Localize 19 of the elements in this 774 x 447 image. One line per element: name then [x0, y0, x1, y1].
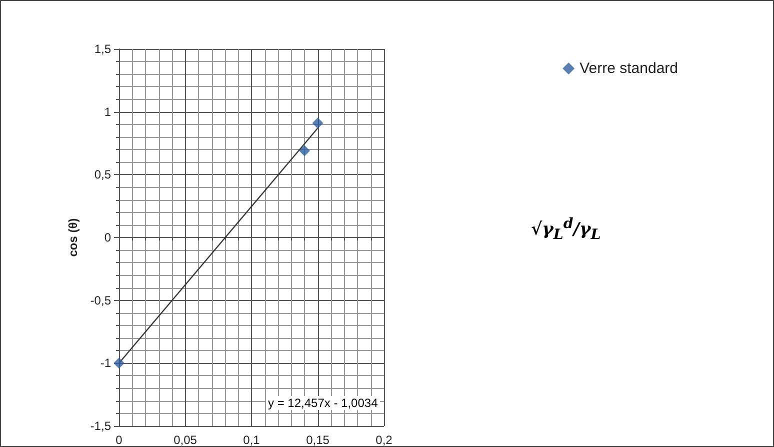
legend-label: Verre standard — [580, 60, 678, 77]
x-tick-label: 0,15 — [306, 433, 330, 447]
point — [312, 118, 324, 129]
x-tick-label: 0 — [116, 433, 123, 447]
y-tick-label: -1,5 — [90, 419, 112, 433]
point — [299, 145, 310, 156]
text: √γ$_{L}$$^{d}$/γ$_{L}$ — [531, 216, 601, 244]
y-tick-label: 1 — [104, 104, 112, 119]
point — [114, 358, 124, 369]
y-axis-title: cos (θ) — [66, 218, 80, 257]
x-tick-label: 0,2 — [376, 433, 393, 447]
x-tick-label: 0,1 — [243, 433, 260, 447]
y-tick-label: -1 — [100, 356, 112, 370]
y-tick-label: 1,5 — [94, 42, 112, 56]
y-tick-label: 0 — [104, 230, 112, 244]
y-tick-label: -0,5 — [90, 293, 112, 308]
x-tick-label: 0,05 — [174, 433, 198, 447]
y-tick-label: 0,5 — [94, 168, 112, 182]
annotation: y = 12,457x - 1,0034 — [266, 396, 380, 410]
